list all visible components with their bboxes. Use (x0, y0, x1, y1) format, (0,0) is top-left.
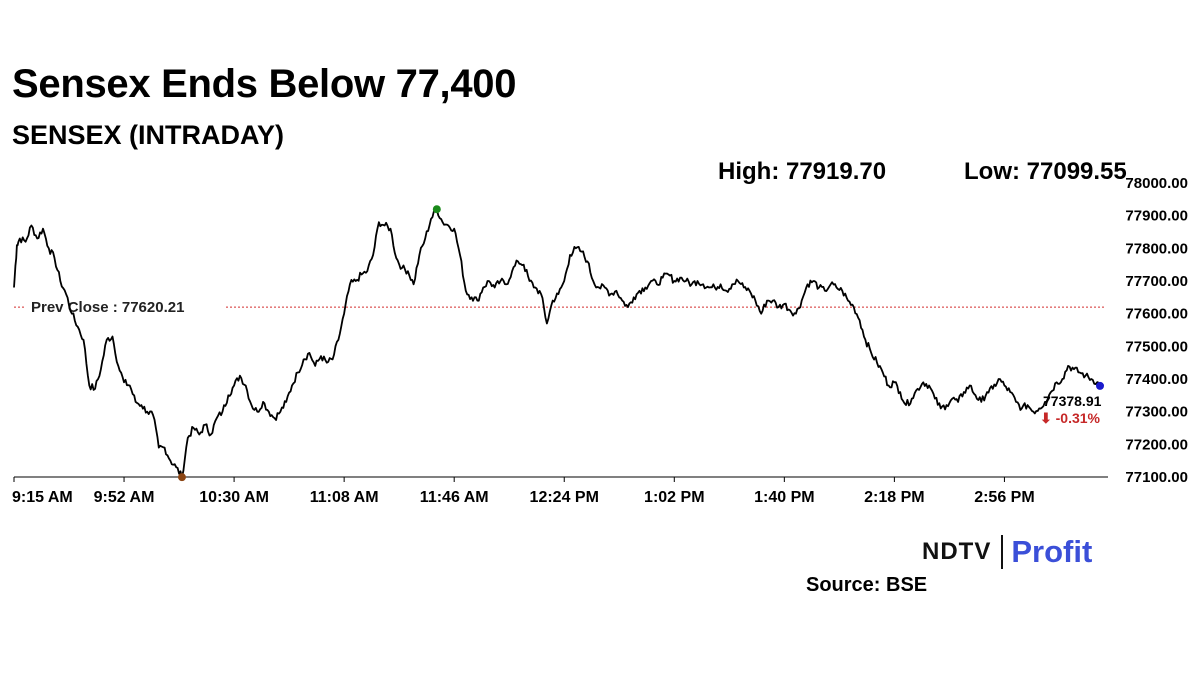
brand-ndtv: NDTV (922, 538, 992, 565)
y-tick-label: 77900.00 (1125, 208, 1188, 225)
x-tick-label: 2:18 PM (864, 489, 924, 506)
prev-close-label-bg (26, 296, 224, 317)
prev-close-label: Prev Close : 77620.21 (31, 299, 184, 316)
series-line (13, 208, 1101, 478)
y-tick-label: 77500.00 (1125, 338, 1188, 355)
x-tick-label: 10:30 AM (199, 489, 269, 506)
chart-subtitle: SENSEX (INTRADAY) (12, 120, 285, 150)
day-high-label: High: 77919.70 (718, 158, 887, 185)
high-marker (432, 205, 441, 214)
y-tick-label: 77700.00 (1125, 273, 1188, 290)
y-tick-label: 77400.00 (1125, 371, 1188, 388)
chart-title: Sensex Ends Below 77,400 (12, 62, 517, 106)
change-percent-label: ⬇ -0.31% (1040, 410, 1101, 426)
y-tick-label: 77300.00 (1125, 404, 1188, 421)
y-tick-label: 77100.00 (1125, 469, 1188, 486)
last-value-marker (1096, 381, 1104, 390)
y-tick-label: 77600.00 (1125, 306, 1188, 323)
brand-logo: NDTV Profit (922, 534, 1092, 570)
y-tick-label: 77800.00 (1125, 240, 1188, 257)
x-tick-label: 9:52 AM (94, 489, 155, 506)
x-tick-label: 9:15 AM (12, 489, 73, 506)
day-low-label: Low: 77099.55 (964, 158, 1127, 185)
x-tick-label: 11:46 AM (420, 489, 489, 506)
x-tick-label: 2:56 PM (974, 489, 1034, 506)
intraday-line-chart: 9:15 AM 9:52 AM 10:30 AM 11:08 AM 11:46 AM 12… (12, 175, 1188, 506)
low-marker (177, 473, 186, 482)
x-tick-label: 1:40 PM (754, 489, 814, 506)
brand-separator (1001, 535, 1004, 569)
y-tick-label: 78000.00 (1125, 175, 1188, 192)
source-note: Source: BSE (806, 574, 928, 596)
y-axis-ticks: 77100.00 77200.00 77300.00 77400.00 77500.00… (1125, 175, 1188, 486)
y-tick-label: 77200.00 (1125, 436, 1188, 453)
x-axis-ticks: 9:15 AM 9:52 AM 10:30 AM 11:08 AM 11:46 AM 12… (12, 477, 1035, 506)
x-tick-label: 11:08 AM (310, 489, 379, 506)
brand-profit: Profit (1011, 534, 1093, 569)
x-tick-label: 1:02 PM (644, 489, 704, 506)
last-value-label: 77378.91 (1043, 393, 1102, 409)
x-tick-label: 12:24 PM (530, 489, 599, 506)
